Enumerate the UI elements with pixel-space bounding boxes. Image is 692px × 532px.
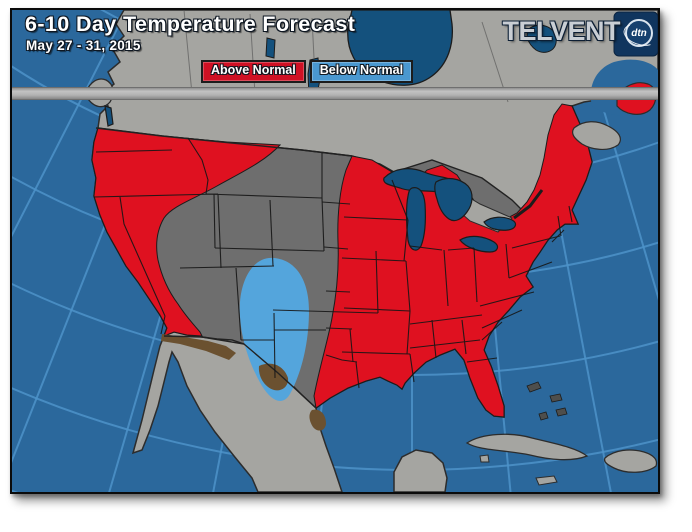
us-mexico-border [163, 335, 317, 409]
quebec-lakes [526, 24, 557, 53]
legend-above-normal: Above Normal [201, 60, 306, 83]
st-lawrence-river [513, 189, 544, 220]
cuba [465, 433, 589, 461]
forecast-map-frame: 6-10 Day Temperature Forecast May 27 - 3… [10, 8, 660, 494]
date-range: May 27 - 31, 2015 [26, 38, 141, 53]
brown-strip-riogrande-mouth [309, 409, 326, 431]
state-borders [93, 137, 573, 389]
canadian-lake [265, 37, 276, 59]
yucatan-peninsula [393, 449, 448, 492]
region-east-above-normal [313, 103, 593, 418]
brown-strip-bigbend [258, 363, 289, 391]
hispaniola [603, 449, 658, 473]
legend-below-normal: Below Normal [309, 60, 414, 83]
lake-huron [434, 177, 473, 222]
dtn-badge-icon: dtn [625, 19, 653, 47]
legend: Above Normal Below Normal [201, 60, 414, 83]
page-title: 6-10 Day Temperature Forecast [25, 12, 356, 36]
puget-sound [104, 105, 114, 127]
brown-strip-border [161, 334, 236, 360]
us-canada-border [95, 127, 353, 157]
region-west-above-normal [91, 127, 282, 337]
nova-scotia [571, 121, 621, 150]
brand-logo: TELVENT [502, 16, 621, 46]
lake-ontario [483, 216, 517, 231]
jamaica [535, 475, 558, 486]
isle-of-youth [479, 454, 490, 463]
lake-erie [459, 235, 499, 253]
divider-bar [12, 87, 658, 100]
bahamas [526, 381, 568, 421]
great-lakes [104, 105, 544, 253]
dtn-badge-label: dtn [631, 27, 647, 39]
lake-michigan [405, 187, 426, 251]
